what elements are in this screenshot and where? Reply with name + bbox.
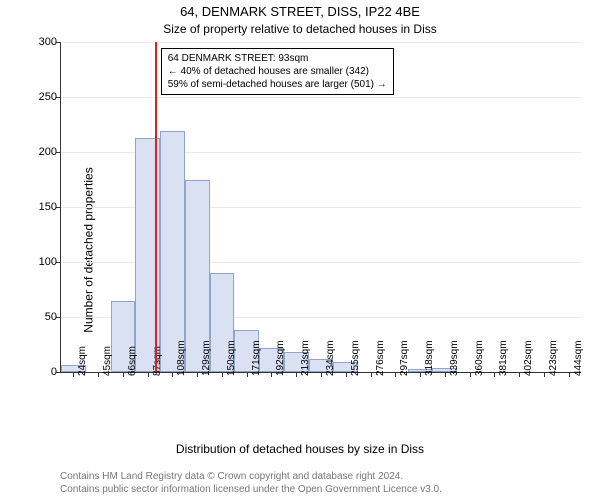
x-tick bbox=[296, 372, 297, 377]
property-marker-line bbox=[155, 42, 157, 372]
x-tick-label: 150sqm bbox=[226, 340, 237, 376]
x-tick-label: 45sqm bbox=[102, 346, 113, 376]
x-tick-label: 276sqm bbox=[375, 340, 386, 376]
x-tick bbox=[395, 372, 396, 377]
gridline bbox=[61, 42, 581, 43]
x-tick bbox=[247, 372, 248, 377]
y-tick-label: 50 bbox=[17, 311, 57, 323]
x-tick-label: 255sqm bbox=[350, 340, 361, 376]
x-tick bbox=[519, 372, 520, 377]
x-tick bbox=[148, 372, 149, 377]
info-line-2: ← 40% of detached houses are smaller (34… bbox=[168, 65, 387, 78]
chart-title: 64, DENMARK STREET, DISS, IP22 4BE bbox=[0, 4, 600, 19]
y-tick-label: 300 bbox=[17, 36, 57, 48]
credit-text: Contains HM Land Registry data © Crown c… bbox=[60, 470, 442, 496]
info-line-1: 64 DENMARK STREET: 93sqm bbox=[168, 52, 387, 65]
x-tick-label: 213sqm bbox=[300, 340, 311, 376]
x-tick-label: 129sqm bbox=[201, 340, 212, 376]
x-tick-label: 234sqm bbox=[325, 340, 336, 376]
x-tick-label: 423sqm bbox=[548, 340, 559, 376]
x-tick bbox=[98, 372, 99, 377]
y-tick-label: 0 bbox=[17, 366, 57, 378]
info-box: 64 DENMARK STREET: 93sqm← 40% of detache… bbox=[161, 48, 394, 95]
x-tick bbox=[544, 372, 545, 377]
x-tick bbox=[197, 372, 198, 377]
x-tick-label: 318sqm bbox=[424, 340, 435, 376]
x-tick-label: 66sqm bbox=[127, 346, 138, 376]
y-tick-label: 100 bbox=[17, 256, 57, 268]
x-tick bbox=[172, 372, 173, 377]
y-tick-label: 200 bbox=[17, 146, 57, 158]
y-tick-label: 150 bbox=[17, 201, 57, 213]
x-tick bbox=[346, 372, 347, 377]
x-tick bbox=[420, 372, 421, 377]
x-tick bbox=[73, 372, 74, 377]
x-axis-label: Distribution of detached houses by size … bbox=[0, 442, 600, 456]
x-tick bbox=[271, 372, 272, 377]
x-tick-label: 360sqm bbox=[474, 340, 485, 376]
plot-area: 05010015020025030024sqm45sqm66sqm87sqm10… bbox=[60, 42, 580, 412]
x-tick bbox=[123, 372, 124, 377]
info-line-3: 59% of semi-detached houses are larger (… bbox=[168, 78, 387, 91]
x-tick-label: 444sqm bbox=[573, 340, 584, 376]
chart-subtitle: Size of property relative to detached ho… bbox=[0, 22, 600, 36]
x-tick-label: 87sqm bbox=[152, 346, 163, 376]
x-tick-label: 171sqm bbox=[251, 340, 262, 376]
x-tick-label: 402sqm bbox=[523, 340, 534, 376]
y-tick-label: 250 bbox=[17, 91, 57, 103]
x-tick bbox=[494, 372, 495, 377]
x-tick bbox=[569, 372, 570, 377]
gridline bbox=[61, 97, 581, 98]
x-tick-label: 381sqm bbox=[498, 340, 509, 376]
x-tick-label: 24sqm bbox=[77, 346, 88, 376]
x-tick-label: 297sqm bbox=[399, 340, 410, 376]
x-tick-label: 108sqm bbox=[176, 340, 187, 376]
x-tick bbox=[470, 372, 471, 377]
plot-inner: 05010015020025030024sqm45sqm66sqm87sqm10… bbox=[60, 42, 581, 373]
x-tick-label: 192sqm bbox=[275, 340, 286, 376]
x-tick bbox=[222, 372, 223, 377]
histogram-bar bbox=[160, 131, 185, 372]
x-tick bbox=[321, 372, 322, 377]
x-tick bbox=[371, 372, 372, 377]
x-tick bbox=[445, 372, 446, 377]
x-tick-label: 339sqm bbox=[449, 340, 460, 376]
histogram-chart: 64, DENMARK STREET, DISS, IP22 4BE Size … bbox=[0, 0, 600, 500]
